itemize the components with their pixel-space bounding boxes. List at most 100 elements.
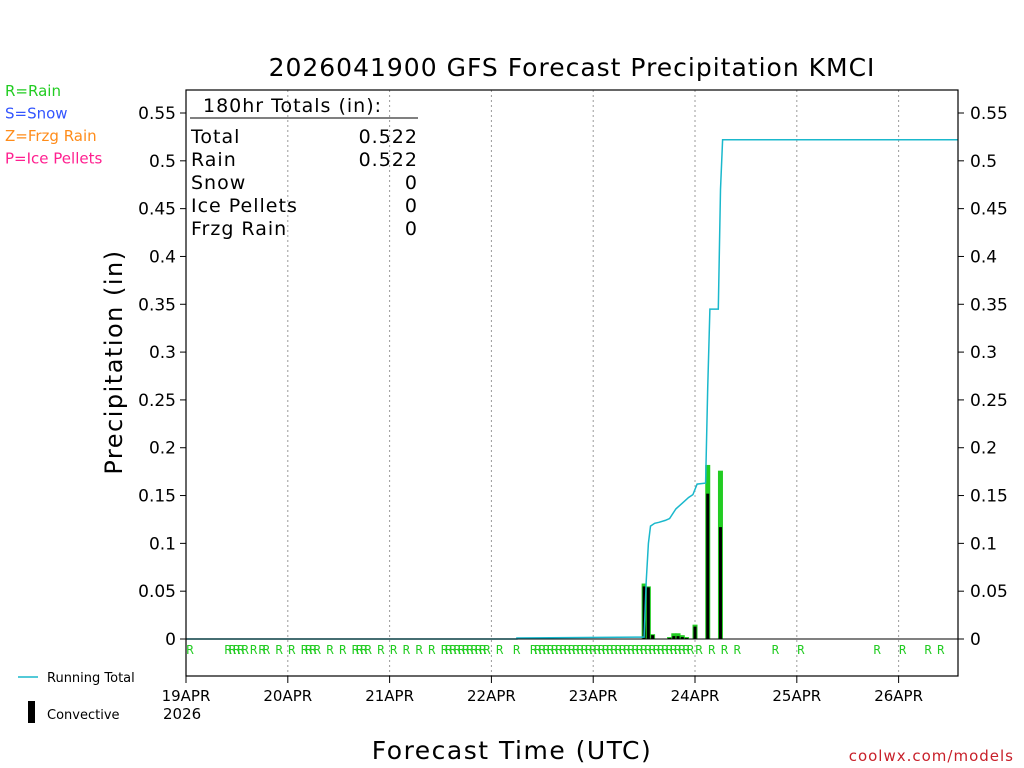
ptype-marker: R	[606, 643, 614, 657]
ptype-marker: R	[619, 643, 627, 657]
ptype-marker: R	[229, 643, 237, 657]
ptype-marker: R	[772, 643, 780, 657]
ptype-marker: R	[721, 643, 729, 657]
totals-row-value: 0	[405, 195, 418, 217]
x-axis-title: Forecast Time (UTC)	[372, 736, 652, 765]
ptype-marker: R	[479, 643, 487, 657]
ptype-marker: R	[577, 643, 585, 657]
ptype-marker: R	[237, 643, 245, 657]
ptype-marker: R	[649, 643, 657, 657]
ptype-marker: R	[513, 643, 521, 657]
y-tick-label-left: 0.45	[138, 200, 176, 220]
ptype-marker: R	[924, 643, 932, 657]
y-tick-label-left: 0.2	[149, 439, 176, 459]
ptype-marker: R	[309, 643, 317, 657]
ptype-marker: R	[653, 643, 661, 657]
ptype-marker: R	[186, 643, 194, 657]
labels: 2026041900 GFS Forecast Precipitation KM…	[5, 53, 1013, 765]
ptype-marker: R	[657, 643, 665, 657]
ptype-marker: R	[551, 643, 559, 657]
y-tick-label-left: 0.3	[149, 343, 176, 363]
ptype-marker: R	[390, 643, 398, 657]
totals-row-label: Frzg Rain	[191, 218, 287, 240]
ptype-marker: R	[797, 643, 805, 657]
convective-bar	[646, 587, 650, 639]
ptype-marker: R	[670, 643, 678, 657]
ptype-marker: R	[242, 643, 250, 657]
y-tick-label-left: 0.5	[149, 152, 176, 172]
x-tick-label: 26APR	[874, 687, 923, 705]
ptype-marker: R	[339, 643, 347, 657]
y-tick-label-right: 0.2	[970, 439, 997, 459]
ptype-marker: R	[708, 643, 716, 657]
convective-bar	[672, 636, 676, 639]
x-tick-label: 22APR	[467, 687, 516, 705]
y-tick-label-right: 0.35	[970, 295, 1008, 315]
ptype-marker: R	[564, 643, 572, 657]
totals-row-value: 0	[405, 172, 418, 194]
ptype-marker: R	[305, 643, 313, 657]
ptype-marker: R	[683, 643, 691, 657]
ptype-marker: R	[589, 643, 597, 657]
ptype-marker: R	[360, 643, 368, 657]
y-tick-label-left: 0.25	[138, 391, 176, 411]
y-tick-label-right: 0.15	[970, 487, 1008, 507]
convective-bar	[680, 637, 684, 639]
ptype-marker: R	[301, 643, 309, 657]
ptype-marker: R	[636, 643, 644, 657]
ptype-marker: R	[428, 643, 436, 657]
y-tick-label-right: 0.3	[970, 343, 997, 363]
ptype-marker: R	[623, 643, 631, 657]
ptype-marker: R	[581, 643, 589, 657]
y-tick-label-left: 0.05	[138, 582, 176, 602]
convective-bar	[718, 527, 722, 639]
ptype-marker: R	[568, 643, 576, 657]
plot-frame	[185, 89, 959, 677]
x-tick-label: 24APR	[671, 687, 720, 705]
ptype-marker: R	[628, 643, 636, 657]
ptype-marker: R	[678, 643, 686, 657]
ptype-marker: R	[483, 643, 491, 657]
y-tick-label-right: 0.05	[970, 582, 1008, 602]
ptype-marker: R	[403, 643, 411, 657]
totals-row-value: 0.522	[359, 149, 418, 171]
y-tick-label-right: 0.45	[970, 200, 1008, 220]
ptype-marker: R	[454, 643, 462, 657]
ptype-marker: R	[275, 643, 283, 657]
totals-row-label: Rain	[191, 149, 237, 171]
x-tick-label: 21APR	[365, 687, 414, 705]
ptype-marker: R	[496, 643, 504, 657]
x-tick-label: 23APR	[569, 687, 618, 705]
ptype-marker: R	[466, 643, 474, 657]
y-tick-label-left: 0	[165, 630, 176, 650]
x-year-label: 2026	[163, 705, 201, 723]
ptype-marker: R	[462, 643, 470, 657]
totals-row-value: 0	[405, 218, 418, 240]
ptype-marker: R	[441, 643, 449, 657]
ptype-marker: R	[666, 643, 674, 657]
ptype-marker: R	[661, 643, 669, 657]
ptype-marker: R	[543, 643, 551, 657]
totals-row-label: Snow	[191, 172, 246, 194]
ptype-marker: R	[734, 643, 742, 657]
running-total-line	[186, 139, 958, 640]
totals-header: 180hr Totals (in):	[203, 95, 382, 117]
y-tick-label-right: 0.55	[970, 104, 1008, 124]
ptype-marker: R	[611, 643, 619, 657]
ptype-marker: R	[352, 643, 360, 657]
ptype-marker: R	[899, 643, 907, 657]
totals-row-label: Total	[190, 126, 240, 148]
convective-bar	[651, 635, 655, 639]
y-tick-label-right: 0.5	[970, 152, 997, 172]
ptype-marker: R	[594, 643, 602, 657]
bars	[641, 464, 723, 639]
axes: 0 00.05 0.050.1 0.10.15 0.150.2 0.20.25 0.250.…	[138, 89, 1008, 723]
ptype-marker: R	[258, 643, 266, 657]
ptype-marker: R	[547, 643, 555, 657]
x-tick-label: 19APR	[162, 687, 211, 705]
running-total-legend-label: Running Total	[47, 671, 135, 686]
ptype-marker: R	[314, 643, 322, 657]
running-total-layer	[186, 139, 958, 640]
